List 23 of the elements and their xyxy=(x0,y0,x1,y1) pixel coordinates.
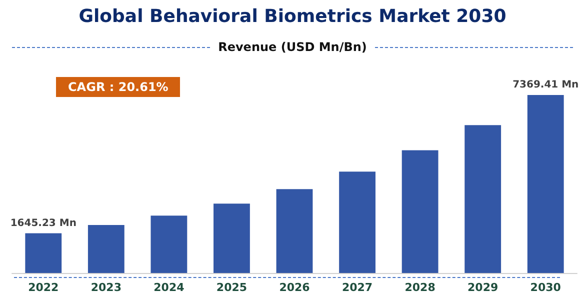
text: CAGR : 20.61% xyxy=(56,77,180,97)
x-tick-label: 2027 xyxy=(342,281,373,294)
x-tick-label: 2025 xyxy=(216,281,248,294)
bar xyxy=(88,225,124,273)
data-label: 7369.41 Mn xyxy=(512,80,579,90)
x-tick-label: 2028 xyxy=(404,281,436,294)
x-tick-label: 2029 xyxy=(468,281,498,294)
bar xyxy=(25,233,62,273)
bar xyxy=(339,172,376,273)
bar xyxy=(150,216,188,273)
bar xyxy=(527,95,564,273)
chart-title: Global Behavioral Biometrics Market 2030 xyxy=(78,6,508,27)
bar xyxy=(276,189,313,273)
bar xyxy=(214,204,250,273)
bar xyxy=(402,150,438,273)
chart-subtitle: Revenue (USD Mn/Bn) xyxy=(217,40,368,54)
data-label: 1645.23 Mn xyxy=(10,218,76,229)
x-tick-label: 2026 xyxy=(279,281,310,294)
x-tick-label: 2030 xyxy=(530,281,562,294)
x-tick-label: 2023 xyxy=(90,281,122,294)
x-tick-label: 2022 xyxy=(28,281,59,294)
bar xyxy=(464,125,502,273)
x-tick-label: 2024 xyxy=(154,281,185,294)
